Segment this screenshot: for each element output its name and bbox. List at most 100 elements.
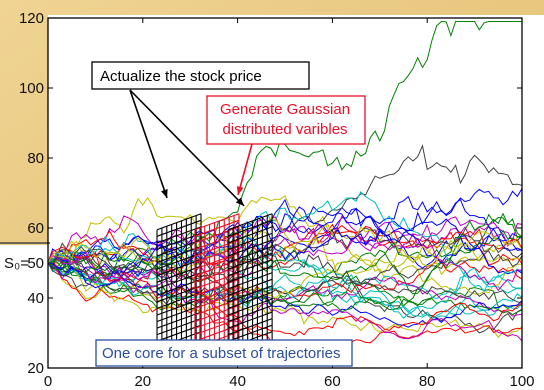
grid-line [227,318,273,336]
grid-line [156,232,202,250]
grid-line [156,318,202,336]
grid-line [227,259,273,277]
gaussian-arrow [237,143,253,196]
trajectory-line [47,230,523,276]
grid-line [156,259,202,277]
x-tick-label: 80 [419,373,436,390]
actualize-annotation-box [91,61,310,90]
trajectory-line [47,20,522,276]
grid-line [194,239,240,257]
grid-line [156,226,202,244]
grid-line [156,239,202,257]
grid-line [194,291,240,309]
grid-line [194,232,240,250]
grid-line [156,272,202,290]
core-annotation-text: One core for a subset of trajectories [102,345,340,362]
trajectory-line [47,217,523,273]
trajectory-line [47,198,523,275]
trajectory-line [47,191,523,284]
grid-line [194,272,240,290]
trajectory-line [47,248,523,319]
grid-line [194,285,240,303]
x-tick-label: 0 [44,373,52,390]
grid-line [156,252,202,270]
plot-area-frame [47,17,523,369]
grid-line [156,219,202,237]
grid-line [194,318,240,336]
grid-line [156,311,202,329]
s0-value-label: 50 [27,255,44,272]
trajectory-line [47,195,523,295]
gaussian-annotation-line2: distributed varibles [222,121,347,138]
grid-line [227,226,273,244]
trajectory-line [47,215,523,264]
grid-line [156,265,202,283]
grid-line [194,305,240,323]
core-annotation-box [95,339,353,367]
trajectory-line [47,262,523,320]
trajectory-line [47,262,523,342]
actualize-arrow-left-head [161,189,168,198]
trajectory-line [47,246,523,337]
grid-line [227,265,273,283]
grid-line [156,285,202,303]
series-group [47,20,523,350]
grid-line [194,298,240,316]
grid-line [227,278,273,296]
annotation-arrows [129,89,253,207]
trajectory-line [47,233,523,320]
grid-line [156,305,202,323]
y-tick-label: 80 [27,150,44,167]
actualize-arrow-left [129,89,168,199]
grid-line [194,246,240,264]
grid-line [156,278,202,296]
grid-line [194,324,240,342]
trajectory-line [47,262,523,338]
trajectory-line [47,262,523,310]
actualize-annotation-text: Actualize the stock price [100,68,262,85]
grid-line [156,324,202,342]
trajectory-line [47,213,523,283]
trajectory-line [47,243,523,305]
grid-line [227,239,273,257]
grid-line [227,246,273,264]
y-tick-label: 40 [27,290,44,307]
grid-line [194,226,240,244]
grid-line [194,278,240,296]
gaussian-arrow-head [236,186,244,195]
x-tick-label: 40 [229,373,246,390]
grid-line [156,246,202,264]
grid-line [227,272,273,290]
gaussian-annotation-line1: Generate Gaussian [220,101,350,118]
grid-line [194,265,240,283]
y-tick-label: 100 [19,80,44,97]
grid-line [227,291,273,309]
x-tick-label: 60 [324,373,341,390]
grid-line [156,213,202,231]
trajectory-line [47,216,523,292]
y-tick-label: 20 [27,360,44,377]
grid-line [227,252,273,270]
grid-line [194,213,240,231]
grid-line [227,324,273,342]
trajectory-line [47,213,523,270]
grid-line [194,252,240,270]
grid-line [156,291,202,309]
grid-line [227,213,273,231]
grid-line [227,232,273,250]
x-tick-label: 20 [134,373,151,390]
trajectory-line [47,256,523,328]
y-tick-label: 60 [27,220,44,237]
actualize-grid-panel [151,213,202,357]
actualize-arrow-right-head [235,197,245,206]
grid-line [156,298,202,316]
y-tick-label: 120 [19,10,44,27]
actualize-arrow-right [129,89,245,207]
grid-line [227,219,273,237]
s0-label: S₀= [4,255,29,272]
grid-line [194,219,240,237]
grid-line [194,311,240,329]
x-tick-label: 100 [509,373,534,390]
